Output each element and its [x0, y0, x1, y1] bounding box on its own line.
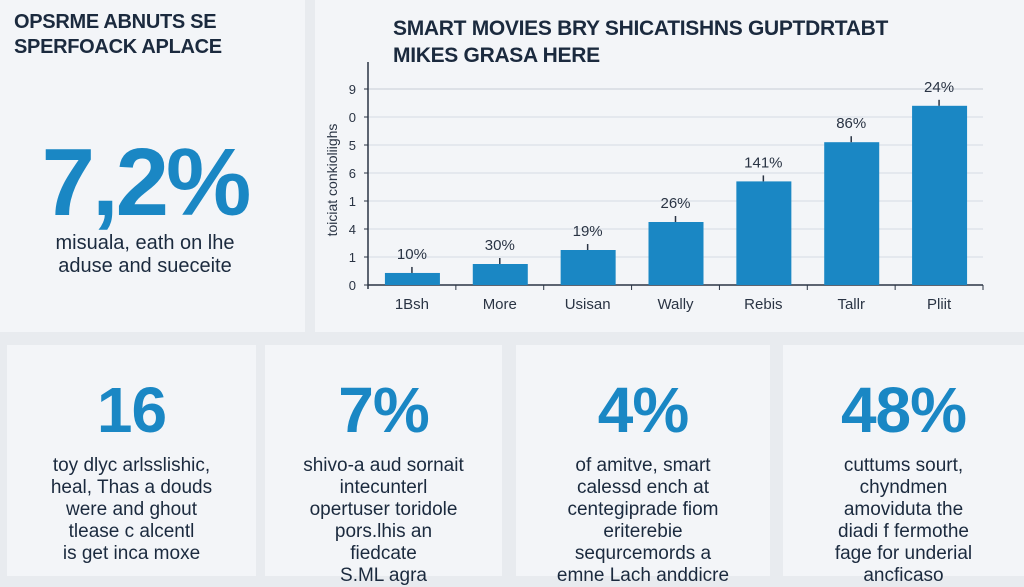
headline-caption: misuala, eath on lhe aduse and sueceite: [0, 232, 290, 278]
description-line: chyndmen: [859, 477, 948, 498]
headline-stat: 7,2%: [41, 129, 252, 236]
description-line: eriterebie: [603, 521, 683, 542]
card-description: toy dlyc arlsslishic, heal, Thas a douds w…: [7, 455, 256, 565]
data-label: 30%: [485, 237, 515, 254]
bar: [384, 272, 440, 285]
data-label: 26%: [660, 195, 690, 212]
description-line: fage for underial: [834, 543, 973, 564]
x-tick-label: Wally: [657, 296, 694, 313]
bar: [648, 222, 704, 285]
y-tick-label: 1: [349, 250, 356, 265]
title-line: OPSRME ABNUTS SE: [14, 11, 217, 33]
card-description: shivo-a aud sornait intecunterl opertuser …: [265, 455, 502, 587]
y-tick-label: 9: [349, 82, 356, 97]
x-tick-label: Usisan: [565, 296, 611, 313]
headline-stat-panel: OPSRME ABNUTS SE SPERFOACK APLACE 7,2% m…: [0, 0, 305, 332]
description-line: emne Lach anddicre: [556, 565, 730, 586]
bar: [912, 105, 968, 285]
stat-card: 16 toy dlyc arlsslishic, heal, Thas a doud…: [7, 345, 256, 576]
description-line: ancficaso: [863, 565, 944, 586]
description-line: sequrcemords a: [574, 543, 712, 564]
card-stat: 48%: [840, 374, 967, 446]
description-line: diadi f fermothe: [838, 521, 969, 542]
title-line: MIKES GRASA HERE: [393, 44, 600, 67]
description-line: fiedcate: [350, 543, 417, 564]
description-line: of amitve, smart: [575, 455, 711, 476]
y-tick-label: 6: [349, 166, 356, 181]
description-line: shivo-a aud sornait: [303, 455, 464, 476]
data-label: 86%: [836, 115, 866, 132]
description-line: opertuser toridole: [309, 499, 458, 520]
description-line: calessd ench at: [576, 477, 710, 498]
bar: [560, 250, 616, 285]
description-line: is get inca moxe: [62, 543, 201, 564]
bar: [824, 142, 880, 285]
bar: [736, 181, 792, 285]
description-line: intecunterl: [339, 477, 428, 498]
bar-chart-panel: SMART MOVIES BRY SHICATISHNS GUPTDRTABT …: [315, 0, 1024, 332]
y-tick-label: 1: [349, 194, 356, 209]
x-tick-label: Tallr: [837, 296, 865, 313]
y-tick-label: 5: [349, 138, 356, 153]
description-line: S.ML agra: [340, 565, 427, 586]
description-line: were and ghout: [66, 499, 197, 520]
card-stat: 4%: [597, 374, 690, 446]
description-line: heal, Thas a douds: [50, 477, 213, 498]
y-tick-label: 0: [349, 110, 356, 125]
description-line: tlease c alcentl: [68, 521, 195, 542]
stat-card: 48% cuttums sourt, chyndmen amoviduta the di…: [783, 345, 1024, 586]
caption-line: misuala, eath on lhe: [55, 232, 235, 254]
description-line: amoviduta the: [843, 499, 964, 520]
description-line: toy dlyc arlsslishic,: [52, 455, 211, 476]
card-description: of amitve, smart calessd ench at centegipr…: [516, 455, 770, 587]
x-tick-label: Rebis: [744, 296, 782, 313]
x-tick-label: 1Bsh: [395, 296, 429, 313]
data-label: 19%: [573, 223, 603, 240]
stat-card: 7% shivo-a aud sornait intecunterl opertuse…: [265, 345, 502, 586]
description-line: pors.lhis an: [334, 521, 433, 542]
description-line: cuttums sourt,: [843, 455, 964, 476]
y-axis-label: toiciat conkioliighs: [324, 124, 340, 237]
caption-line: aduse and sueceite: [58, 255, 232, 277]
card-stat: 16: [96, 374, 167, 446]
description-line: centegiprade fiom: [567, 499, 719, 520]
y-tick-label: 4: [349, 222, 356, 237]
chart-title: SMART MOVIES BRY SHICATISHNS GUPTDRTABT …: [393, 15, 888, 69]
data-label: 24%: [924, 79, 954, 96]
bar-chart: 0 1 4 1 6 5 0 9 toiciat conkioliighs 10% 1Bsh 30% Mo…: [324, 62, 984, 313]
x-tick-label: Pliit: [927, 296, 952, 313]
x-tick-label: More: [483, 296, 517, 313]
title-line: SMART MOVIES BRY SHICATISHNS GUPTDRTABT: [393, 17, 889, 40]
panel-title: OPSRME ABNUTS SE SPERFOACK APLACE: [14, 10, 222, 60]
data-label: 141%: [744, 154, 782, 171]
card-description: cuttums sourt, chyndmen amoviduta the diadi…: [783, 455, 1024, 587]
card-stat: 7%: [338, 374, 430, 446]
stat-card: 4% of amitve, smart calessd ench at centegi…: [516, 345, 770, 586]
title-line: SPERFOACK APLACE: [14, 36, 222, 58]
data-label: 10%: [397, 246, 427, 263]
y-tick-label: 0: [349, 278, 356, 293]
bar: [472, 264, 528, 285]
